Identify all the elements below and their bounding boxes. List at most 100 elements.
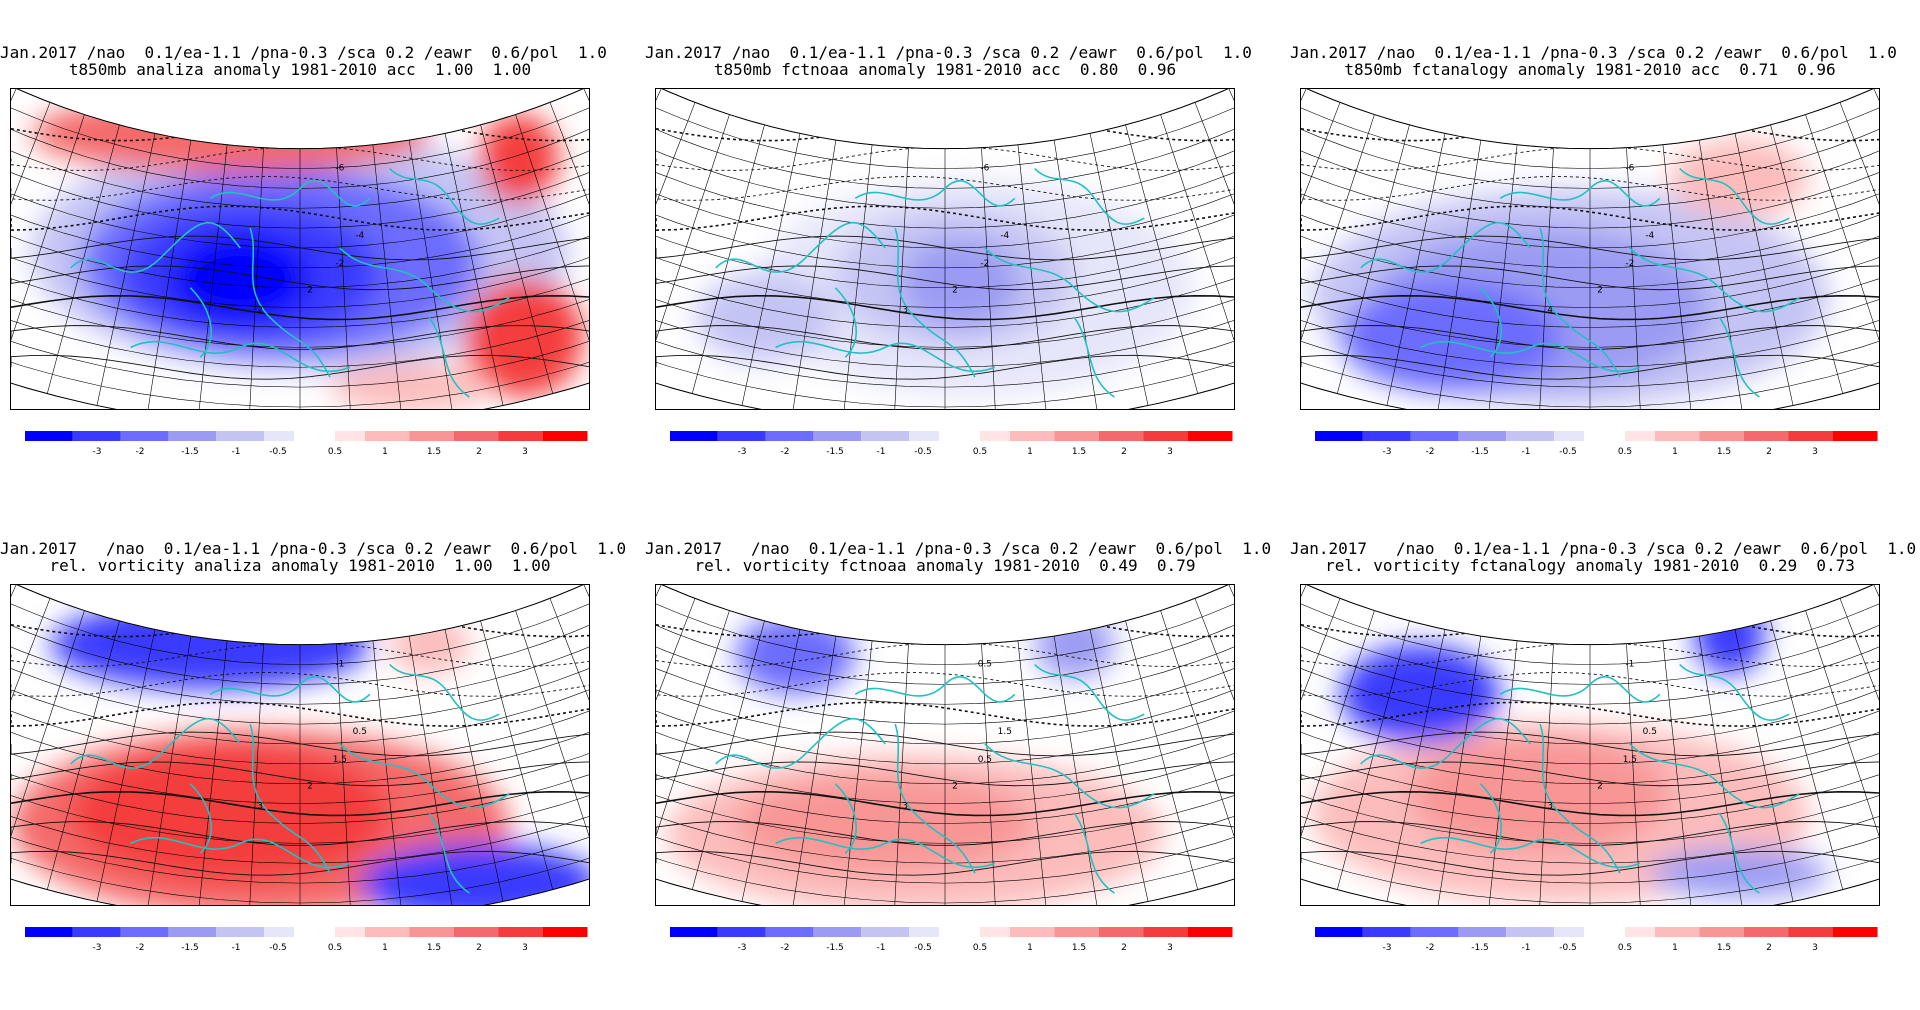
colorbar-tick-label: -1	[877, 447, 886, 457]
colorbar-swatch-negative	[1458, 431, 1507, 441]
anomaly-map: -1 0.5 1.5 0.5 2 3	[655, 584, 1235, 906]
colorbar-tick-label: 3	[522, 943, 528, 953]
colorbar-swatch-positive	[335, 431, 365, 441]
contour-label: -1	[1625, 660, 1634, 670]
colorbar-tick-label: 0.5	[328, 447, 342, 457]
colorbar-swatch-negative	[1315, 927, 1363, 937]
colorbar-tick-label: -2	[781, 447, 790, 457]
anomaly-shading	[479, 113, 560, 204]
contour-label: 3	[1547, 802, 1553, 812]
contour-label: 2	[257, 306, 263, 316]
colorbar-tick-label: -2	[136, 943, 145, 953]
colorbar-swatch-negative	[670, 431, 718, 441]
contour-label: 3	[902, 306, 908, 316]
colorbar-swatch-positive	[1188, 431, 1233, 441]
anomaly-shading	[735, 614, 856, 695]
contour-label: 2	[1597, 286, 1603, 296]
colorbar-swatch-negative	[72, 431, 121, 441]
panel-title-line2: t850mb fctnoaa anomaly 1981-2010 acc 0.8…	[713, 60, 1177, 79]
colorbar-tick-label: 1.5	[427, 447, 441, 457]
colorbar-tick-label: 3	[1812, 943, 1818, 953]
colorbar-swatch-positive	[365, 927, 410, 937]
colorbar-tick-label: -0.5	[914, 943, 932, 953]
contour-label: 3	[902, 802, 908, 812]
panel-title-line1: Jan.2017 /nao 0.1/ea-1.1 /pna-0.3 /sca 0…	[1290, 539, 1917, 558]
panel-vorticity-fctnoaa: Jan.2017 /nao 0.1/ea-1.1 /pna-0.3 /sca 0…	[645, 540, 1271, 1010]
colorbar-tick-label: 1	[1672, 943, 1678, 953]
colorbar-swatch-positive	[1699, 927, 1744, 937]
colorbar-tick-label: 1	[1027, 447, 1033, 457]
colorbar-swatch-positive	[1143, 927, 1188, 937]
colorbar-swatch-negative	[264, 927, 294, 937]
colorbar-tick-label: 1.5	[1717, 943, 1731, 953]
colorbar-swatch-negative	[1362, 431, 1411, 441]
anomaly-shading	[30, 93, 430, 174]
contour-label: -6	[335, 164, 344, 174]
colorbar-tick-label: 3	[1167, 447, 1173, 457]
panel-t850-fctanalogy: Jan.2017 /nao 0.1/ea-1.1 /pna-0.3 /sca 0…	[1290, 44, 1897, 514]
colorbar-swatch-negative	[1362, 927, 1411, 937]
panel-title-line1: Jan.2017 /nao 0.1/ea-1.1 /pna-0.3 /sca 0…	[0, 43, 607, 62]
colorbar-swatch-positive	[1655, 431, 1700, 441]
colorbar-swatch-positive	[1010, 927, 1055, 937]
colorbar-tick-label: -3	[1383, 447, 1392, 457]
colorbar-tick-label: -1	[232, 447, 241, 457]
colorbar-swatch-negative	[909, 431, 939, 441]
colorbar-swatch-negative	[813, 927, 862, 937]
colorbar-swatch-negative	[717, 431, 766, 441]
contour-label: 1.5	[333, 755, 347, 765]
colorbar-swatch-positive	[1744, 431, 1789, 441]
colorbar-swatch-negative	[216, 431, 264, 441]
colorbar-swatch-negative	[1410, 927, 1459, 937]
contour-label: 2	[952, 286, 958, 296]
colorbar-swatch-negative	[670, 927, 718, 937]
contour-label: -4	[1000, 231, 1009, 241]
colorbar-swatch-negative	[120, 431, 169, 441]
colorbar-swatch-positive	[1744, 927, 1789, 937]
contour-label: -2	[335, 259, 344, 269]
colorbar-swatch-positive	[1099, 431, 1144, 441]
colorbar-swatch-negative	[1554, 927, 1584, 937]
colorbar-tick-label: 2	[1121, 447, 1127, 457]
colorbar-tick-label: -1.5	[181, 943, 199, 953]
colorbar-tick-label: 0.5	[1618, 447, 1632, 457]
colorbar-tick-label: -1	[232, 943, 241, 953]
colorbar-tick-label: 1.5	[1072, 943, 1086, 953]
contour-label: 2	[307, 782, 313, 792]
colorbar-tick-label: -3	[738, 943, 747, 953]
panel-title-line2: rel. vorticity fctanalogy anomaly 1981-2…	[1325, 556, 1855, 575]
colorbar-tick-label: 1.5	[427, 943, 441, 953]
colorbar-tick-label: -0.5	[269, 943, 287, 953]
colorbar: -3 -2 -1.5 -1 -0.5 0.5 1 1.5 2 3	[1300, 927, 1880, 957]
colorbar-tick-label: 3	[522, 447, 528, 457]
contour-label: -6	[1625, 164, 1634, 174]
colorbar-tick-label: 1.5	[1717, 447, 1731, 457]
colorbar-swatch-positive	[1788, 927, 1833, 937]
anomaly-shading	[1410, 734, 1670, 854]
colorbar-tick-label: -0.5	[914, 447, 932, 457]
contour-label: 0.5	[978, 755, 992, 765]
anomaly-shading	[389, 614, 470, 675]
colorbar-tick-label: 2	[476, 943, 482, 953]
colorbar-swatch-positive	[1054, 431, 1099, 441]
anomaly-shading	[735, 773, 1035, 874]
contour-label: -2	[1625, 259, 1634, 269]
colorbar-tick-label: 2	[1766, 943, 1772, 953]
colorbar-swatch-negative	[1458, 927, 1507, 937]
panel-title-line2: t850mb fctanalogy anomaly 1981-2010 acc …	[1344, 60, 1836, 79]
colorbar-swatch-positive	[1099, 927, 1144, 937]
colorbar-tick-label: -1.5	[826, 447, 844, 457]
colorbar-swatch-negative	[216, 927, 264, 937]
colorbar-swatch-positive	[335, 927, 365, 937]
colorbar-swatch-positive	[1143, 431, 1188, 441]
colorbar-tick-label: -1.5	[1471, 447, 1489, 457]
panel-title-line2: t850mb analiza anomaly 1981-2010 acc 1.0…	[68, 60, 532, 79]
colorbar-tick-label: 0.5	[973, 943, 987, 953]
colorbar-swatch-positive	[1833, 431, 1878, 441]
contour-label: 1.5	[998, 727, 1012, 737]
contour-label: 2	[307, 286, 313, 296]
colorbar-tick-label: 1	[382, 447, 388, 457]
colorbar-tick-label: -3	[1383, 943, 1392, 953]
colorbar-tick-label: -2	[1426, 943, 1435, 953]
colorbar-tick-label: -1.5	[181, 447, 199, 457]
